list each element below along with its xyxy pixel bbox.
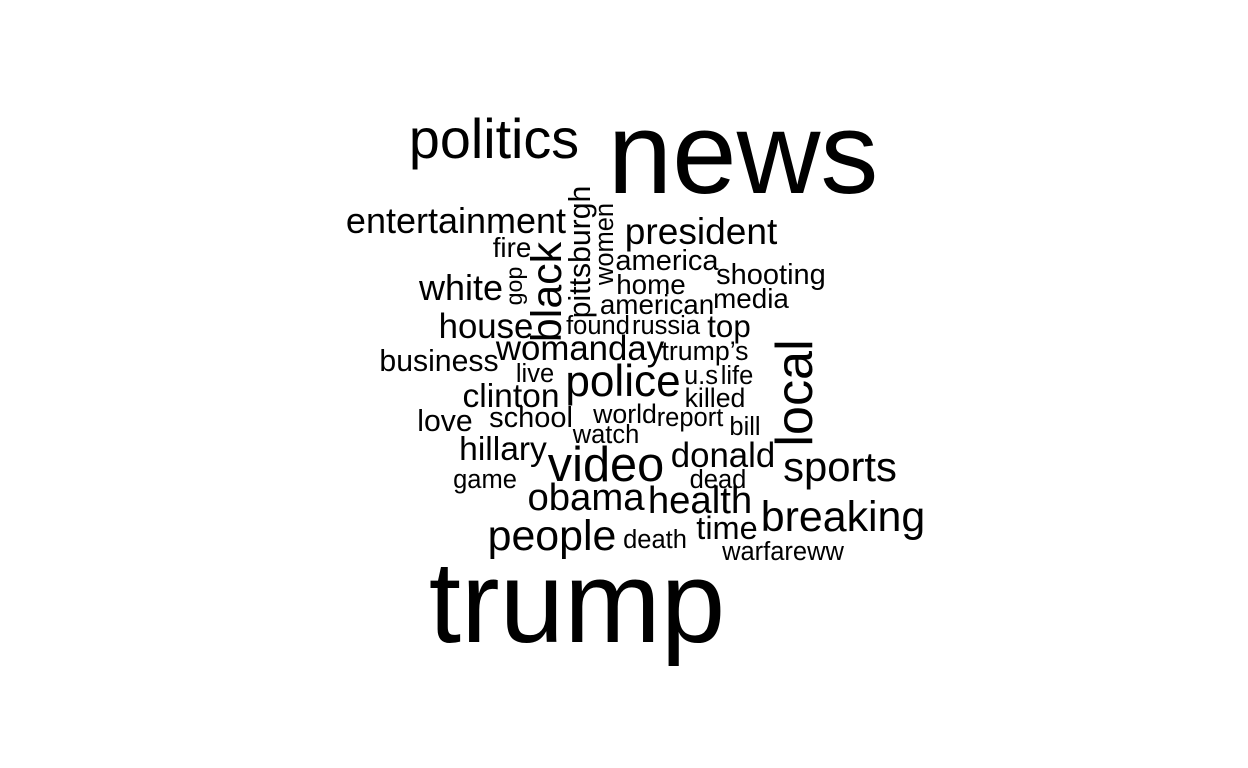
word-1: trump [429,537,726,667]
word-34: world [592,399,657,429]
word-13: entertainment [346,200,566,241]
word-14: white [418,267,503,308]
word-35: women [591,203,619,286]
word-4: video [548,438,664,492]
word-46: death [623,526,687,554]
word-45: dead [690,466,747,494]
word-28: fire [493,232,532,263]
word-3: local [766,339,824,446]
word-17: donald [671,436,776,475]
word-7: breaking [761,493,926,541]
word-24: business [379,345,498,378]
word-36: found [566,312,630,340]
word-42: watch [572,421,640,449]
word-27: shooting [716,259,826,291]
word-21: top [707,309,751,344]
word-10: health [648,479,752,522]
word-32: trump’s [661,336,748,366]
word-22: pittsburgh [564,186,597,319]
word-39: u.s [684,362,718,390]
word-41: report [657,404,724,432]
word-48: gop [501,267,527,306]
word-25: school [489,402,573,434]
word-0: news [608,88,879,218]
word-15: womanday [495,329,665,368]
word-38: live [516,360,554,388]
word-44: game [453,466,517,494]
word-11: obama [527,476,645,519]
word-43: bill [729,413,760,441]
word-5: police [565,357,680,406]
word-2: politics [409,108,579,170]
word-29: home [616,269,686,300]
word-31: media [713,283,789,314]
word-6: black [523,241,571,342]
word-8: people [488,512,617,560]
word-30: american [600,289,714,320]
word-23: love [417,405,472,438]
word-16: house [439,307,534,346]
word-19: hillary [459,431,547,468]
word-33: killed [685,383,746,413]
word-18: clinton [462,378,559,415]
word-40: life [721,362,754,390]
word-9: sports [783,443,897,490]
word-37: russia [632,312,701,340]
word-47: warfareww [721,538,844,566]
word-26: america [615,245,719,277]
word-12: president [625,210,778,252]
word-20: time [696,510,757,546]
